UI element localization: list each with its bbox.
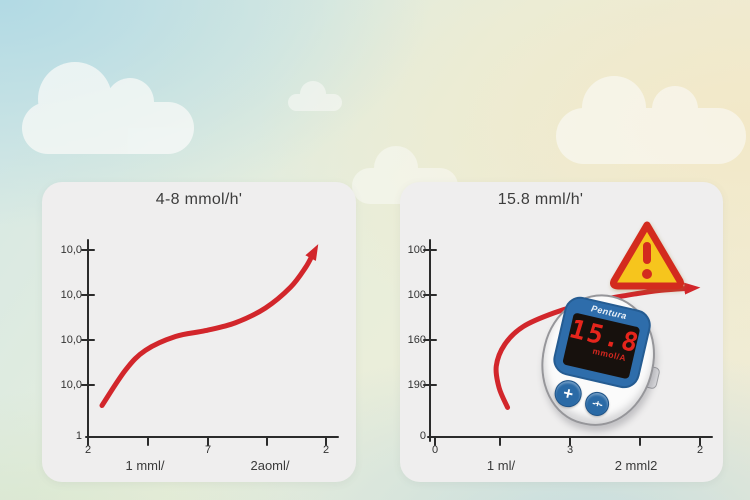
y-axis-tick-label: 10,0 <box>60 244 82 256</box>
y-axis-origin-label: 0 <box>419 430 426 442</box>
rising-trend-curve <box>99 244 319 408</box>
y-axis-tick-label: 190 <box>407 379 426 391</box>
high-glucose-chart-panel: 15.8 mml/h' 100 100 160 190 0 0 <box>400 182 723 482</box>
x-axis-tick-label: 7 <box>204 444 212 456</box>
spike-trend-curve <box>493 282 701 410</box>
x-axis-tick-label: 2 <box>84 444 92 456</box>
x-axis-tick-label: 3 <box>566 444 574 456</box>
warning-icon <box>610 221 684 290</box>
x-axis-unit-label: 1 ml/ <box>486 458 516 473</box>
y-axis-origin-label: 1 <box>75 430 82 442</box>
meter-lcd-screen: 15.8 mmol/A <box>562 312 641 380</box>
normal-glucose-chart-panel: 4-8 mmol/h' 10,0 10,0 10,0 10,0 1 2 <box>42 182 356 482</box>
chart-title: 4-8 mmol/h' <box>155 191 243 208</box>
chart-axes <box>81 239 339 446</box>
x-axis-tick-label: 2 <box>696 444 704 456</box>
cloud-icon <box>556 76 746 164</box>
x-axis-unit-label: 1 mml/ <box>125 458 165 473</box>
y-axis-tick-label: 10,0 <box>60 289 82 301</box>
x-axis-tick-label: 2 <box>322 444 330 456</box>
chart-axes <box>423 239 713 446</box>
y-axis-tick-label: 100 <box>407 289 426 301</box>
x-axis-unit-label: 2aoml/ <box>250 458 290 473</box>
y-axis-tick-label: 100 <box>407 244 426 256</box>
y-axis-tick-label: 10,0 <box>60 334 82 346</box>
cloud-icon <box>288 81 342 111</box>
x-axis-tick-label: 0 <box>431 444 439 456</box>
chart-title: 15.8 mml/h' <box>497 191 584 208</box>
y-axis-tick-label: 10,0 <box>60 379 82 391</box>
y-axis-tick-label: 160 <box>407 334 426 346</box>
x-axis-unit-label: 2 mml2 <box>614 458 658 473</box>
cloud-icon <box>22 62 194 154</box>
